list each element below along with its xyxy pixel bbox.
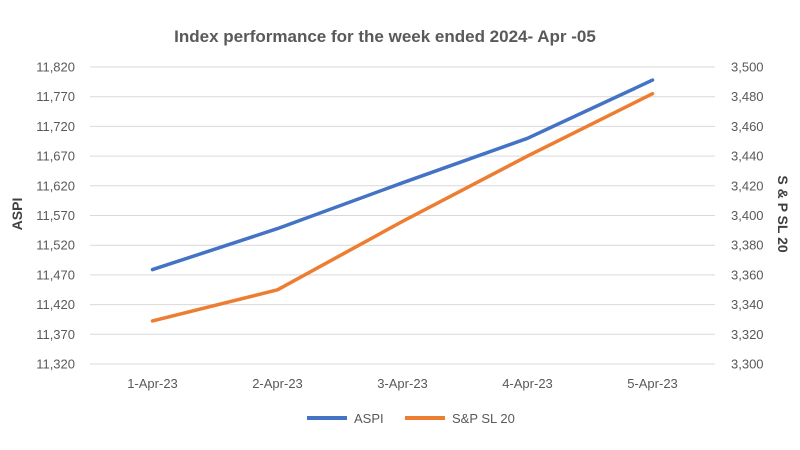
- x-tick-label: 5-Apr-23: [627, 376, 678, 391]
- right-tick-label: 3,420: [731, 178, 764, 193]
- right-tick-label: 3,440: [731, 149, 764, 164]
- right-tick-label: 3,460: [731, 119, 764, 134]
- right-tick-label: 3,480: [731, 89, 764, 104]
- legend: ASPI S&P SL 20: [307, 411, 515, 426]
- x-axis-ticks: 1-Apr-23 2-Apr-23 3-Apr-23 4-Apr-23 5-Apr-23: [127, 376, 678, 391]
- right-tick-label: 3,340: [731, 297, 764, 312]
- series-line-sp-sl20: [150, 91, 655, 323]
- x-tick-label: 1-Apr-23: [127, 376, 178, 391]
- right-tick-label: 3,360: [731, 267, 764, 282]
- left-tick-label: 11,770: [36, 89, 75, 104]
- left-tick-label: 11,720: [36, 119, 75, 134]
- x-tick-label: 2-Apr-23: [252, 376, 303, 391]
- left-tick-label: 11,620: [36, 178, 75, 193]
- left-tick-label: 11,670: [36, 149, 75, 164]
- left-tick-label: 11,570: [36, 208, 75, 223]
- left-tick-label: 11,320: [36, 357, 75, 372]
- right-tick-label: 3,300: [731, 357, 764, 372]
- right-axis-title: S & P SL 20: [775, 175, 791, 253]
- x-tick-label: 4-Apr-23: [502, 376, 553, 391]
- left-tick-label: 11,820: [36, 60, 75, 75]
- gridlines: [90, 66, 715, 365]
- left-tick-label: 11,520: [36, 238, 75, 253]
- left-axis-title: ASPI: [9, 198, 25, 231]
- left-tick-label: 11,420: [36, 297, 75, 312]
- right-tick-label: 3,400: [731, 208, 764, 223]
- series-lines: [150, 78, 655, 323]
- right-tick-label: 3,320: [731, 327, 764, 342]
- x-tick-label: 3-Apr-23: [377, 376, 428, 391]
- legend-label-aspi: ASPI: [354, 411, 384, 426]
- left-axis-ticks: 11,320 11,370 11,420 11,470 11,520 11,570 11,6…: [36, 60, 75, 372]
- series-line-aspi: [150, 78, 655, 272]
- chart-title: Index performance for the week ended 202…: [174, 27, 596, 46]
- left-tick-label: 11,370: [36, 327, 75, 342]
- right-tick-label: 3,380: [731, 238, 764, 253]
- left-tick-label: 11,470: [36, 267, 75, 282]
- right-axis-ticks: 3,300 3,320 3,340 3,360 3,380 3,400 3,420 3,440…: [731, 60, 764, 372]
- legend-label-sp-sl20: S&P SL 20: [452, 411, 515, 426]
- right-tick-label: 3,500: [731, 60, 764, 75]
